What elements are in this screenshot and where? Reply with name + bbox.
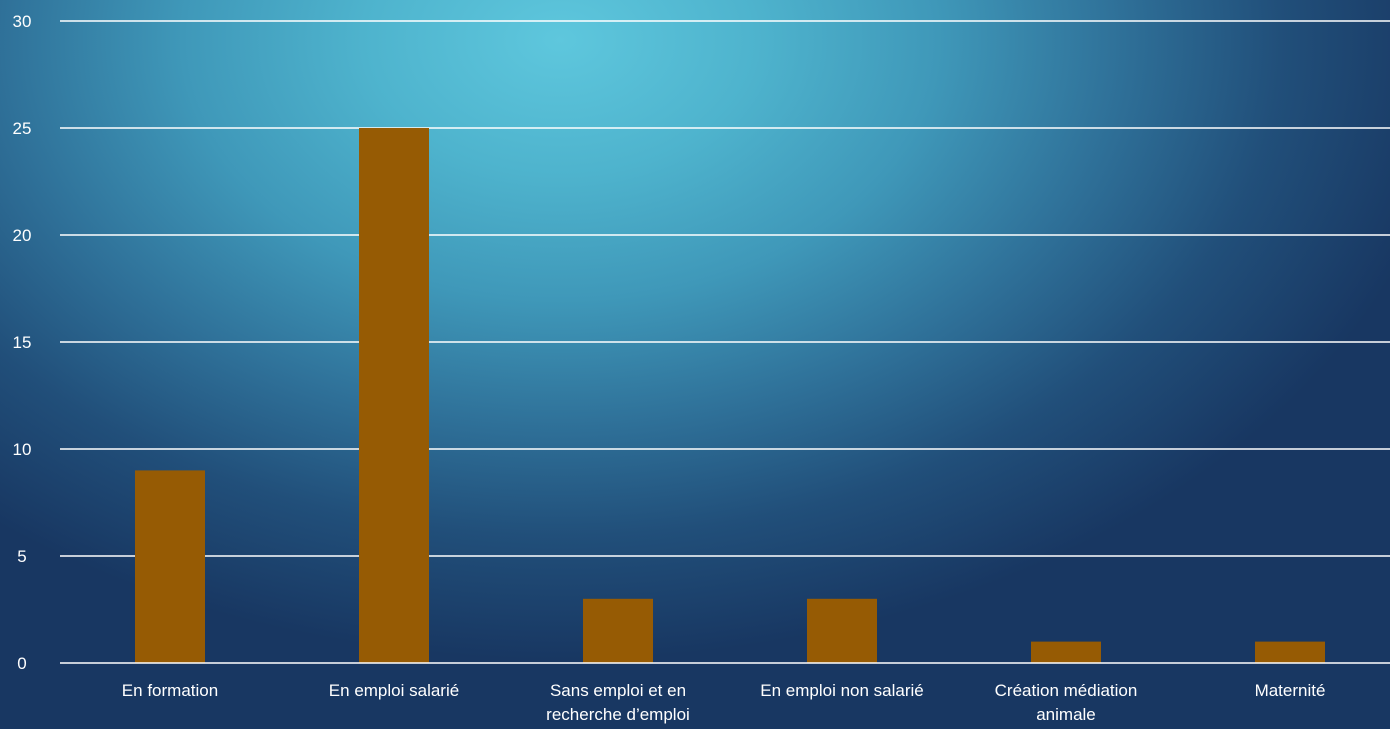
y-tick-label: 30 <box>13 12 32 31</box>
bar <box>135 470 205 663</box>
x-category-label: En formation <box>122 681 218 700</box>
x-category-label: Création médiation animale <box>995 681 1138 724</box>
gridlines <box>60 20 1390 557</box>
bar <box>583 598 653 663</box>
bar <box>359 128 429 663</box>
y-tick-label: 5 <box>17 547 26 566</box>
y-tick-label: 25 <box>13 119 32 138</box>
bar <box>807 598 877 663</box>
y-tick-label: 15 <box>13 333 32 352</box>
x-axis-category-labels: En formation En emploi salarié Sans emploi… <box>122 681 1326 724</box>
x-category-label: En emploi salarié <box>329 681 459 700</box>
y-tick-label: 0 <box>17 654 26 673</box>
bar <box>1255 641 1325 663</box>
x-category-label: En emploi non salarié <box>760 681 923 700</box>
y-tick-label: 20 <box>13 226 32 245</box>
x-category-label: Maternité <box>1255 681 1326 700</box>
bars <box>135 128 1325 663</box>
bar <box>1031 641 1101 663</box>
y-axis-tick-labels: 0 5 10 15 20 25 30 <box>13 12 32 673</box>
x-category-label: Sans emploi et en recherche d’emploi <box>546 681 690 724</box>
y-tick-label: 10 <box>13 440 32 459</box>
